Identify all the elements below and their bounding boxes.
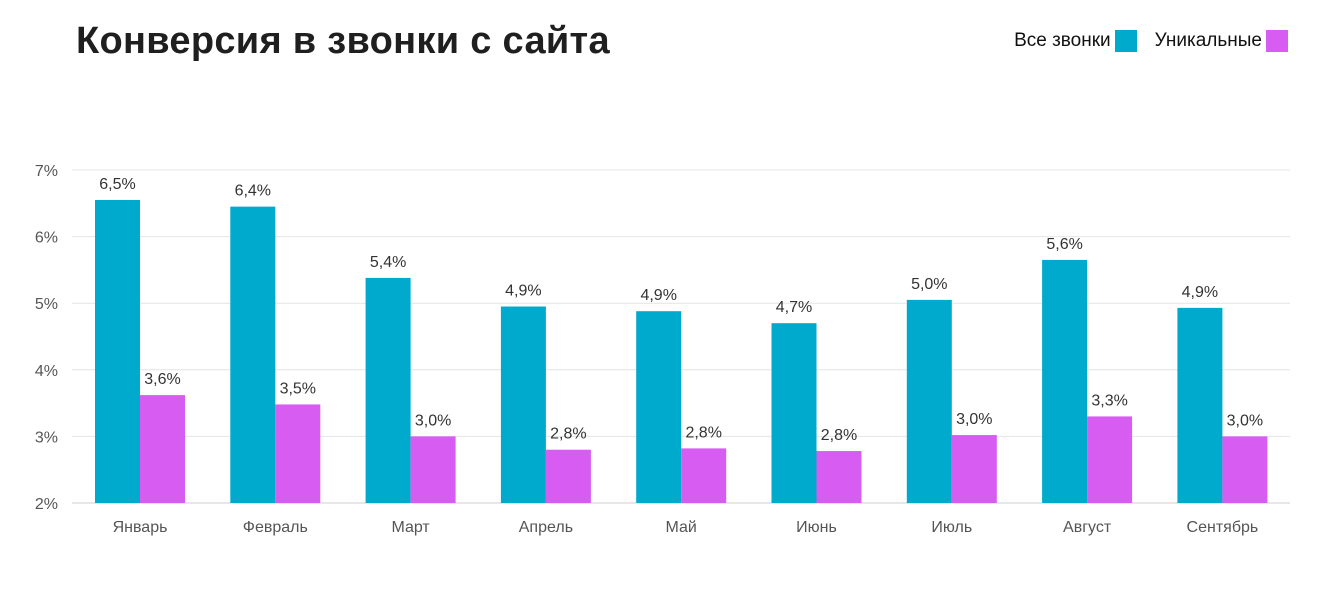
bar-unique — [1087, 416, 1133, 503]
bar-all-calls — [365, 277, 411, 503]
x-tick-label: Январь — [113, 519, 168, 536]
data-label: 3,0% — [956, 411, 992, 428]
data-label: 4,9% — [640, 287, 676, 304]
bar-all-calls — [500, 306, 546, 503]
y-tick-label: 4% — [35, 363, 58, 380]
x-tick-label: Август — [1063, 519, 1112, 536]
data-label: 5,6% — [1046, 236, 1082, 253]
y-tick-label: 2% — [35, 496, 58, 513]
data-label: 3,0% — [1227, 412, 1263, 429]
y-tick-label: 7% — [35, 163, 58, 180]
legend-swatch-unique — [1266, 30, 1288, 52]
legend-label-unique: Уникальные — [1154, 30, 1262, 51]
chart-title: Конверсия в звонки с сайта — [76, 20, 610, 62]
x-tick-label: Апрель — [519, 519, 573, 536]
data-label: 5,0% — [911, 276, 947, 293]
chart-legend: Все звонки Уникальные — [1014, 30, 1288, 52]
x-tick-label: Март — [391, 519, 430, 536]
data-label: 6,5% — [99, 176, 135, 193]
data-label: 3,0% — [415, 412, 451, 429]
bar-all-calls — [771, 323, 817, 503]
y-tick-label: 5% — [35, 296, 58, 313]
x-tick-label: Июнь — [796, 519, 837, 536]
bar-unique — [1222, 436, 1268, 503]
x-tick-label: Июль — [931, 519, 972, 536]
bar-unique — [681, 448, 727, 503]
legend-swatch-all-calls — [1114, 30, 1137, 52]
data-label: 5,4% — [370, 254, 406, 271]
data-label: 2,8% — [550, 426, 586, 443]
legend-item-all-calls: Все звонки — [1014, 30, 1137, 52]
bar-unique — [410, 436, 456, 503]
bar-all-calls — [906, 299, 952, 503]
bar-unique — [545, 449, 591, 503]
data-label: 2,8% — [821, 427, 857, 444]
data-label: 4,9% — [1182, 284, 1218, 301]
legend-label-all-calls: Все звонки — [1014, 30, 1111, 51]
data-label: 3,5% — [280, 380, 316, 397]
data-label: 2,8% — [685, 424, 721, 441]
y-tick-label: 6% — [35, 230, 58, 247]
data-label: 4,7% — [776, 299, 812, 316]
bar-all-calls — [230, 206, 276, 503]
bar-all-calls — [95, 199, 140, 503]
y-tick-label: 3% — [35, 429, 58, 446]
bar-unique — [951, 435, 997, 503]
data-label: 4,9% — [505, 283, 541, 300]
bar-all-calls — [1042, 259, 1088, 503]
data-label: 6,4% — [235, 183, 271, 200]
bar-unique — [816, 451, 862, 503]
bar-all-calls — [636, 311, 682, 503]
x-tick-label: Февраль — [243, 519, 308, 536]
legend-item-unique: Уникальные — [1155, 30, 1288, 52]
bar-all-calls — [1177, 307, 1223, 503]
bar-unique — [140, 395, 185, 503]
x-tick-label: Май — [666, 519, 697, 536]
data-label: 3,3% — [1091, 392, 1127, 409]
x-tick-label: Сентябрь — [1187, 519, 1259, 536]
data-label: 3,6% — [144, 371, 180, 388]
bar-unique — [275, 404, 321, 503]
